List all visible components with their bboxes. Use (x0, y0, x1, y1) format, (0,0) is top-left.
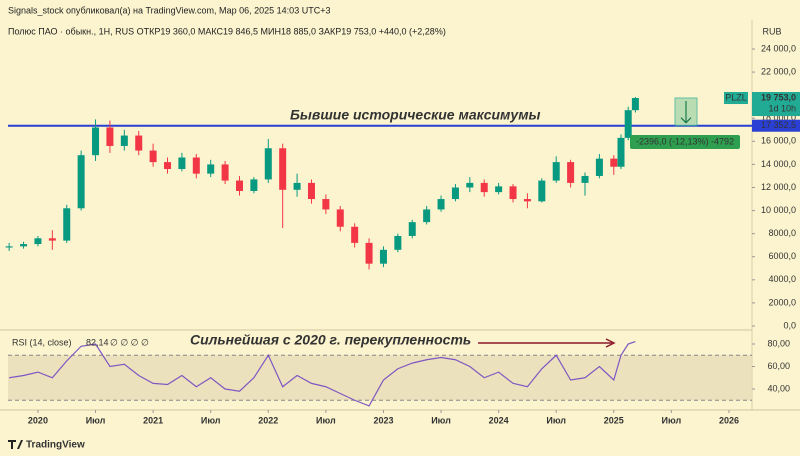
candle-body (20, 244, 28, 247)
candle-body (48, 238, 56, 241)
annotation: Бывшие исторические максимумы (290, 107, 541, 123)
rsi-last: 82,14 (86, 337, 109, 347)
rsi-tick-label: 60,00 (767, 361, 790, 371)
candle-body (120, 135, 128, 146)
symbol-label: PLZL (725, 92, 747, 102)
footer-text: TradingView (26, 440, 85, 451)
candle-body (523, 199, 531, 202)
rsi-tick-label: 40,00 (767, 383, 790, 393)
y-tick-label: 6000,0 (768, 251, 796, 261)
candle-body (480, 182, 488, 193)
rsi-band (8, 355, 752, 401)
x-tick-label: 2021 (143, 415, 163, 425)
x-tick-label: Июл (546, 415, 566, 425)
x-tick-label: 2024 (489, 415, 509, 425)
candle-body (207, 164, 215, 174)
candle-body (610, 158, 618, 167)
footer-logo: TradingView (8, 440, 85, 451)
candle-body (595, 158, 603, 176)
candle-body (235, 180, 243, 191)
y-tick-label: 2000,0 (768, 297, 796, 307)
x-tick-label: 2026 (719, 415, 739, 425)
y-tick-label: 16 000,0 (761, 136, 796, 146)
candle-body (63, 208, 71, 241)
last-price-label: 19 753,0 (761, 92, 796, 102)
measure-arrow (680, 101, 692, 124)
ohlc-line: Полюс ПАО · обыкн., 1Н, RUS ОТКР19 360,0… (8, 26, 446, 36)
candle-body (495, 186, 503, 193)
x-tick-label: 2022 (258, 415, 278, 425)
candle-body (264, 148, 272, 180)
candle-body (5, 246, 13, 248)
measure-label-box (630, 135, 740, 149)
candle-body (552, 162, 560, 181)
rsi-arrow-head (605, 338, 616, 348)
rsi-extra: ∅ ∅ ∅ ∅ (110, 337, 149, 347)
candle-body (408, 222, 416, 236)
candle-body (293, 182, 301, 190)
candle-body (617, 137, 625, 167)
rsi-tick-label: 80,00 (767, 338, 790, 348)
candle-body (451, 187, 459, 200)
publisher-line: Signals_stock опубликовал(а) на TradingV… (8, 5, 330, 15)
y-tick-label: 12 000,0 (761, 182, 796, 192)
x-tick-label: Июл (201, 415, 221, 425)
x-tick-label: Июл (662, 415, 682, 425)
candle-body (351, 226, 359, 243)
y-tick-label: 18 000,0 (761, 113, 796, 123)
candle-body (365, 242, 373, 264)
candle-body (77, 155, 85, 209)
level-label: 17 352,5 (761, 120, 796, 130)
candle-body (135, 135, 143, 151)
x-tick-label: Июл (86, 415, 106, 425)
x-tick-label: 2020 (28, 415, 48, 425)
candle-body (192, 157, 200, 174)
x-tick-label: 2025 (604, 415, 624, 425)
candle-body (322, 199, 330, 210)
last-price-box (752, 92, 800, 117)
x-tick-label: Июл (431, 415, 451, 425)
candle-body (149, 150, 157, 163)
x-tick-label: Июл (316, 415, 336, 425)
candle-body (279, 148, 287, 190)
candle-body (538, 180, 546, 202)
candle-body (307, 182, 315, 200)
y-tick-label: 22 000,0 (761, 66, 796, 76)
x-tick-label: 2023 (373, 415, 393, 425)
level-label-box (752, 119, 800, 132)
rsi-name: RSI (14, close) (12, 337, 72, 347)
y-tick-label: 0,0 (783, 320, 796, 330)
candle-body (379, 249, 387, 264)
rsi-line (9, 341, 636, 407)
candle-body (624, 110, 632, 138)
candle-body (106, 127, 114, 146)
candle-body (466, 182, 474, 188)
y-tick-label: 24 000,0 (761, 43, 796, 53)
candle-body (250, 179, 258, 191)
countdown: 1d 10h (768, 103, 796, 113)
currency: RUB (762, 26, 781, 36)
candle-body (336, 209, 344, 227)
candle-body (509, 186, 517, 200)
candle-body (581, 175, 589, 183)
measure-label: -2396,0 (-12,13%) -4792 (636, 136, 734, 146)
candle-body (221, 164, 229, 181)
y-tick-label: 14 000,0 (761, 159, 796, 169)
candle-body (423, 209, 431, 223)
candle-body (567, 162, 575, 183)
y-tick-label: 10 000,0 (761, 205, 796, 215)
candle-body (631, 98, 639, 111)
candle-body (92, 127, 100, 156)
candle-body (34, 238, 42, 245)
candle-body (164, 162, 172, 170)
rsi-annotation: Сильнейшая с 2020 г. перекупленность (190, 332, 471, 348)
symbol-box (724, 92, 748, 105)
y-tick-label: 4000,0 (768, 274, 796, 284)
candle-body (437, 199, 445, 210)
candle-body (178, 157, 186, 170)
candle-body (394, 235, 402, 250)
y-tick-label: 8000,0 (768, 228, 796, 238)
